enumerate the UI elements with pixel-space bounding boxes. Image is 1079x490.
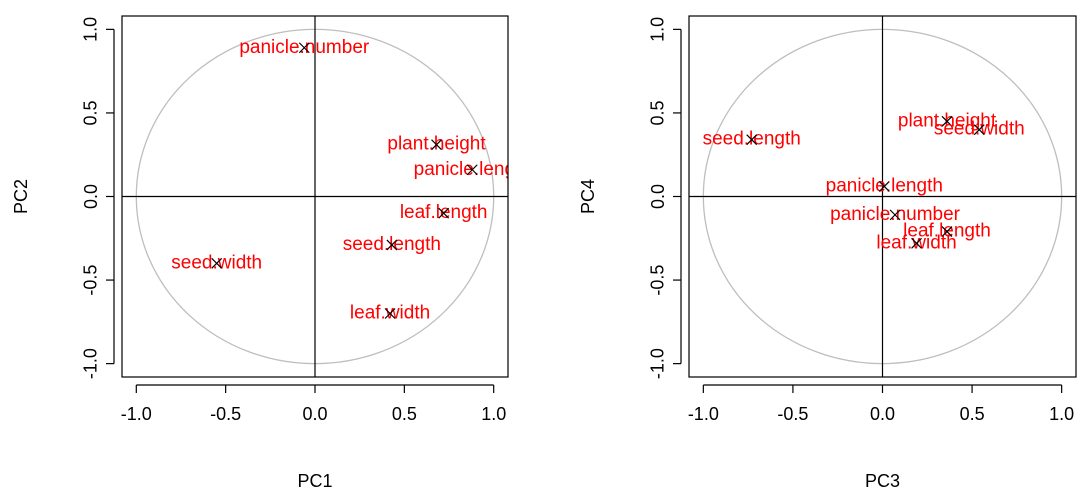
y-tick-label: -0.5 bbox=[81, 265, 101, 296]
point-marker bbox=[211, 257, 223, 269]
point-marker bbox=[386, 239, 398, 251]
point-marker bbox=[298, 42, 310, 54]
marker-stroke bbox=[386, 239, 398, 251]
point-marker bbox=[384, 308, 396, 319]
marker-stroke bbox=[431, 139, 442, 151]
y-tick-label: 1.0 bbox=[81, 17, 101, 42]
point-marker bbox=[889, 209, 901, 221]
x-tick-label: 0.0 bbox=[302, 404, 327, 424]
x-tick-label: -0.5 bbox=[777, 404, 808, 424]
x-tick-label: 1.0 bbox=[481, 404, 506, 424]
x-tick-label: -0.5 bbox=[210, 404, 241, 424]
point-marker bbox=[878, 181, 890, 192]
y-tick-label: -1.0 bbox=[81, 348, 101, 379]
marker-stroke bbox=[911, 237, 922, 249]
marker-stroke bbox=[438, 207, 450, 219]
x-tick-label: -1.0 bbox=[688, 404, 719, 424]
x-axis-title: PC1 bbox=[297, 471, 332, 490]
plot-area: panicle.numberplant.heightpanicle.length… bbox=[122, 16, 531, 377]
point-marker bbox=[941, 226, 953, 238]
marker-stroke bbox=[298, 42, 310, 54]
plot-frame bbox=[121, 15, 509, 378]
y-axis-title: PC4 bbox=[578, 179, 598, 214]
y-tick-label: 0.5 bbox=[81, 100, 101, 125]
marker-stroke bbox=[211, 257, 223, 269]
x-tick-label: -1.0 bbox=[121, 404, 152, 424]
x-tick-label: 0.5 bbox=[392, 404, 417, 424]
plot-area: seed.lengthplant.heightseed.widthpanicle… bbox=[689, 16, 1076, 377]
point-marker bbox=[431, 139, 442, 151]
x-axis-title: PC3 bbox=[865, 471, 900, 490]
y-axis-title: PC2 bbox=[11, 179, 31, 214]
y-tick-label: -1.0 bbox=[648, 348, 668, 379]
y-tick-label: -0.5 bbox=[648, 265, 668, 296]
point-marker bbox=[746, 134, 758, 146]
marker-stroke bbox=[384, 308, 396, 319]
marker-stroke bbox=[466, 164, 478, 176]
x-tick-label: 1.0 bbox=[1049, 404, 1074, 424]
point-label: panicle.length bbox=[414, 159, 531, 180]
marker-stroke bbox=[889, 209, 901, 221]
marker-stroke bbox=[973, 124, 985, 136]
point-marker bbox=[973, 124, 985, 136]
x-tick-label: 0.5 bbox=[960, 404, 985, 424]
plot-frame bbox=[688, 15, 1077, 378]
point-marker bbox=[466, 164, 478, 176]
y-tick-label: 0.0 bbox=[81, 184, 101, 209]
marker-stroke bbox=[878, 181, 890, 192]
x-tick-label: 0.0 bbox=[870, 404, 895, 424]
point-marker bbox=[911, 237, 922, 249]
marker-stroke bbox=[941, 226, 953, 238]
marker-stroke bbox=[941, 115, 953, 127]
point-marker bbox=[438, 207, 450, 219]
marker-stroke bbox=[746, 134, 758, 146]
point-marker bbox=[941, 115, 953, 127]
y-tick-label: 0.0 bbox=[648, 184, 668, 209]
y-tick-label: 0.5 bbox=[648, 100, 668, 125]
y-tick-label: 1.0 bbox=[648, 17, 668, 42]
